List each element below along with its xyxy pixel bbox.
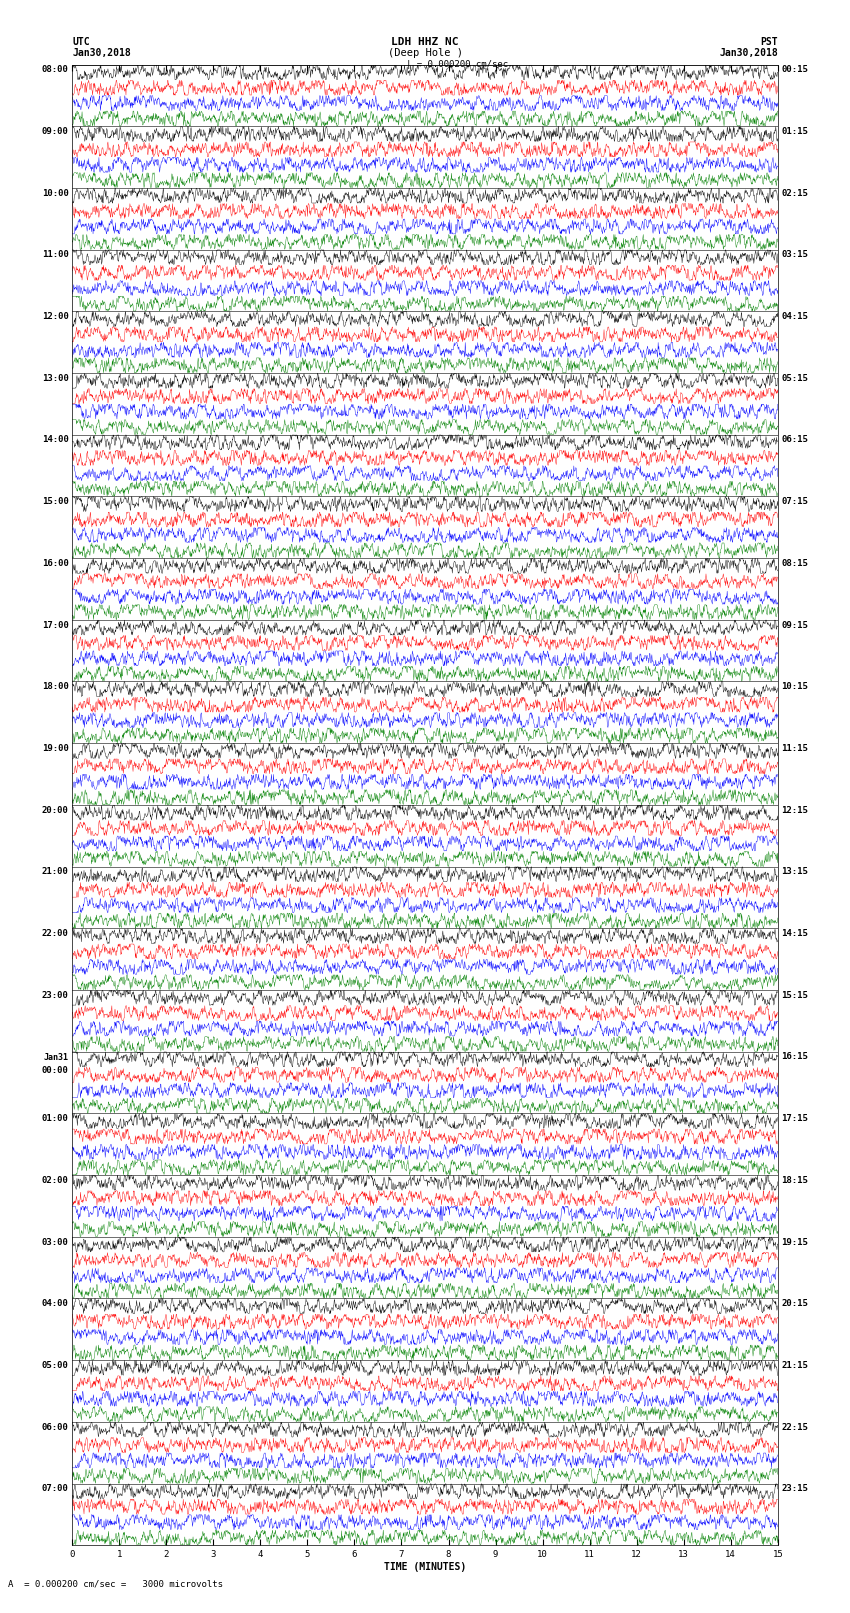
Text: 03:00: 03:00: [42, 1237, 69, 1247]
Text: 13:00: 13:00: [42, 374, 69, 382]
Text: LDH HHZ NC: LDH HHZ NC: [391, 37, 459, 47]
Text: 20:15: 20:15: [781, 1298, 808, 1308]
Text: 19:00: 19:00: [42, 744, 69, 753]
Text: 17:15: 17:15: [781, 1115, 808, 1123]
Text: 06:00: 06:00: [42, 1423, 69, 1432]
Text: Jan30,2018: Jan30,2018: [719, 48, 778, 58]
Text: 15:15: 15:15: [781, 990, 808, 1000]
Text: Jan31: Jan31: [43, 1053, 69, 1063]
Text: 15:00: 15:00: [42, 497, 69, 506]
Text: 00:15: 00:15: [781, 65, 808, 74]
Text: 00:00: 00:00: [42, 1066, 69, 1074]
Text: 21:15: 21:15: [781, 1361, 808, 1369]
Text: UTC: UTC: [72, 37, 90, 47]
X-axis label: TIME (MINUTES): TIME (MINUTES): [384, 1561, 466, 1573]
Text: 05:15: 05:15: [781, 374, 808, 382]
Text: 02:15: 02:15: [781, 189, 808, 198]
Text: 17:00: 17:00: [42, 621, 69, 629]
Text: 16:00: 16:00: [42, 558, 69, 568]
Text: 12:00: 12:00: [42, 311, 69, 321]
Text: 20:00: 20:00: [42, 805, 69, 815]
Text: 04:00: 04:00: [42, 1298, 69, 1308]
Text: 13:15: 13:15: [781, 868, 808, 876]
Text: A  = 0.000200 cm/sec =   3000 microvolts: A = 0.000200 cm/sec = 3000 microvolts: [8, 1579, 224, 1589]
Text: 11:00: 11:00: [42, 250, 69, 260]
Text: 11:15: 11:15: [781, 744, 808, 753]
Text: 16:15: 16:15: [781, 1052, 808, 1061]
Text: | = 0.000200 cm/sec: | = 0.000200 cm/sec: [406, 60, 508, 69]
Text: (Deep Hole ): (Deep Hole ): [388, 48, 462, 58]
Text: 10:00: 10:00: [42, 189, 69, 198]
Text: 04:15: 04:15: [781, 311, 808, 321]
Text: 03:15: 03:15: [781, 250, 808, 260]
Text: 09:00: 09:00: [42, 127, 69, 135]
Text: 23:15: 23:15: [781, 1484, 808, 1494]
Text: 22:15: 22:15: [781, 1423, 808, 1432]
Text: 10:15: 10:15: [781, 682, 808, 692]
Text: 01:00: 01:00: [42, 1115, 69, 1123]
Text: 01:15: 01:15: [781, 127, 808, 135]
Text: 08:15: 08:15: [781, 558, 808, 568]
Text: 07:00: 07:00: [42, 1484, 69, 1494]
Text: 07:15: 07:15: [781, 497, 808, 506]
Text: 06:15: 06:15: [781, 436, 808, 445]
Text: 14:15: 14:15: [781, 929, 808, 939]
Text: 05:00: 05:00: [42, 1361, 69, 1369]
Text: PST: PST: [760, 37, 778, 47]
Text: 21:00: 21:00: [42, 868, 69, 876]
Text: 23:00: 23:00: [42, 990, 69, 1000]
Text: 18:15: 18:15: [781, 1176, 808, 1186]
Text: 08:00: 08:00: [42, 65, 69, 74]
Text: 22:00: 22:00: [42, 929, 69, 939]
Text: 14:00: 14:00: [42, 436, 69, 445]
Text: 19:15: 19:15: [781, 1237, 808, 1247]
Text: 18:00: 18:00: [42, 682, 69, 692]
Text: 09:15: 09:15: [781, 621, 808, 629]
Text: 02:00: 02:00: [42, 1176, 69, 1186]
Text: 12:15: 12:15: [781, 805, 808, 815]
Text: Jan30,2018: Jan30,2018: [72, 48, 131, 58]
